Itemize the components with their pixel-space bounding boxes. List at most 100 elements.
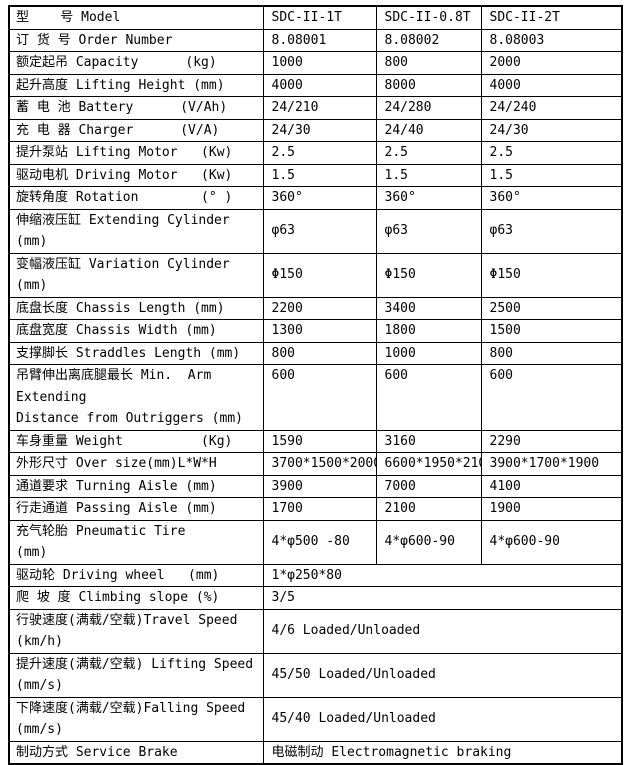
row-value: 6600*1950*2100 <box>375 452 482 476</box>
row-value: 7000 <box>375 474 482 498</box>
row-label: 下降速度(满载/空载)Falling Speed (mm/s) <box>8 696 264 742</box>
row-label: 车身重量 Weight (Kg) <box>8 429 264 453</box>
row-value: 1700 <box>262 497 377 521</box>
row-label: 底盘长度 Chassis Length (mm) <box>8 296 264 320</box>
row-label: 提升泵站 Lifting Motor (Kw) <box>8 141 264 165</box>
table-row: 变幅液压缸 Variation Cylinder (mm) Φ150 Φ150 Φ15… <box>8 252 623 298</box>
row-label: 订 货 号 Order Number <box>8 28 264 52</box>
row-value: 1800 <box>375 319 482 343</box>
table-row: 制动方式 Service Brake 电磁制动 Electromagnetic b… <box>8 740 623 765</box>
table-row: 外形尺寸 Over size(mm)L*W*H 3700*1500*2000 660… <box>8 452 623 476</box>
row-value: 1.5 <box>480 163 623 187</box>
row-value: 800 <box>375 51 482 75</box>
table-row: 驱动轮 Driving wheel (mm) 1*φ250*80 <box>8 563 623 587</box>
row-value: 4000 <box>262 73 377 97</box>
row-label: 伸缩液压缸 Extending Cylinder (mm) <box>8 208 264 254</box>
row-value: 2000 <box>480 51 623 75</box>
table-row: 充气轮胎 Pneumatic Tire (mm) 4*φ500 -80 4*φ600… <box>8 519 623 565</box>
table-row: 起升高度 Lifting Height (mm) 4000 8000 4000 <box>8 73 623 97</box>
row-span-value: 45/50 Loaded/Unloaded <box>262 652 623 698</box>
table-row: 下降速度(满载/空载)Falling Speed (mm/s) 45/40 Loa… <box>8 696 623 742</box>
row-label: 通道要求 Turning Aisle (mm) <box>8 474 264 498</box>
spec-table-body: 型 号 Model SDC-II-1T SDC-II-0.8T SDC-II-2T 订 … <box>8 5 623 765</box>
row-value: 3700*1500*2000 <box>262 452 377 476</box>
row-value: 4*φ600-90 <box>480 519 623 565</box>
row-value: 4*φ600-90 <box>375 519 482 565</box>
row-value: 600 <box>262 364 377 431</box>
row-value: 600 <box>480 364 623 431</box>
row-value: 1000 <box>262 51 377 75</box>
spec-table: 型 号 Model SDC-II-1T SDC-II-0.8T SDC-II-2T 订 … <box>8 5 623 765</box>
row-value: 1300 <box>262 319 377 343</box>
table-row: 提升泵站 Lifting Motor (Kw) 2.5 2.5 2.5 <box>8 141 623 165</box>
row-value: φ63 <box>262 208 377 254</box>
row-value: 1.5 <box>375 163 482 187</box>
row-label: 变幅液压缸 Variation Cylinder (mm) <box>8 252 264 298</box>
row-value: 3900 <box>262 474 377 498</box>
row-value: 24/240 <box>480 96 623 120</box>
table-row: 额定起吊 Capacity (kg) 1000 800 2000 <box>8 51 623 75</box>
row-label: 驱动电机 Driving Motor (Kw) <box>8 163 264 187</box>
row-value: 2290 <box>480 429 623 453</box>
row-value: φ63 <box>480 208 623 254</box>
row-value: 8000 <box>375 73 482 97</box>
row-value: 8.08001 <box>262 28 377 52</box>
row-value: 8.08003 <box>480 28 623 52</box>
row-value: 24/40 <box>375 118 482 142</box>
row-value: 2.5 <box>480 141 623 165</box>
row-label: 制动方式 Service Brake <box>8 740 264 765</box>
table-row: 型 号 Model SDC-II-1T SDC-II-0.8T SDC-II-2T <box>8 5 623 30</box>
row-value: 3900*1700*1900 <box>480 452 623 476</box>
row-value: 800 <box>262 341 377 365</box>
row-span-value: 电磁制动 Electromagnetic braking <box>262 740 623 765</box>
table-row: 通道要求 Turning Aisle (mm) 3900 7000 4100 <box>8 474 623 498</box>
row-value: 4000 <box>480 73 623 97</box>
table-row: 订 货 号 Order Number 8.08001 8.08002 8.08003 <box>8 28 623 52</box>
table-row: 爬 坡 度 Climbing slope (%) 3/5 <box>8 586 623 610</box>
row-value: SDC-II-2T <box>480 5 623 30</box>
row-span-value: 1*φ250*80 <box>262 563 623 587</box>
row-value: 1000 <box>375 341 482 365</box>
row-value: 360° <box>375 186 482 210</box>
row-value: 1590 <box>262 429 377 453</box>
row-value: Φ150 <box>262 252 377 298</box>
row-span-value: 4/6 Loaded/Unloaded <box>262 608 623 654</box>
row-label: 行驶速度(满载/空载)Travel Speed (km/h) <box>8 608 264 654</box>
row-label: 底盘宽度 Chassis Width (mm) <box>8 319 264 343</box>
table-row: 底盘宽度 Chassis Width (mm) 1300 1800 1500 <box>8 319 623 343</box>
row-value: 8.08002 <box>375 28 482 52</box>
row-value: SDC-II-1T <box>262 5 377 30</box>
row-value: 3400 <box>375 296 482 320</box>
row-label: 蓄 电 池 Battery (V/Ah) <box>8 96 264 120</box>
row-value: 24/280 <box>375 96 482 120</box>
row-value: 800 <box>480 341 623 365</box>
row-label: 充 电 器 Charger (V/A) <box>8 118 264 142</box>
row-value: 1900 <box>480 497 623 521</box>
row-value: 2.5 <box>375 141 482 165</box>
table-row: 伸缩液压缸 Extending Cylinder (mm) φ63 φ63 φ63 <box>8 208 623 254</box>
row-value: 360° <box>262 186 377 210</box>
table-row: 行走通道 Passing Aisle (mm) 1700 2100 1900 <box>8 497 623 521</box>
row-value: Φ150 <box>480 252 623 298</box>
row-label: 支撑脚长 Straddles Length (mm) <box>8 341 264 365</box>
row-value: 24/30 <box>262 118 377 142</box>
table-row: 行驶速度(满载/空载)Travel Speed (km/h) 4/6 Loaded… <box>8 608 623 654</box>
row-label: 爬 坡 度 Climbing slope (%) <box>8 586 264 610</box>
row-value: 24/210 <box>262 96 377 120</box>
row-value: SDC-II-0.8T <box>375 5 482 30</box>
row-value: Φ150 <box>375 252 482 298</box>
row-value: 600 <box>375 364 482 431</box>
row-value: 2100 <box>375 497 482 521</box>
row-value: 1.5 <box>262 163 377 187</box>
row-label: 提升速度(满载/空载) Lifting Speed (mm/s) <box>8 652 264 698</box>
table-row: 充 电 器 Charger (V/A) 24/30 24/40 24/30 <box>8 118 623 142</box>
row-label: 充气轮胎 Pneumatic Tire (mm) <box>8 519 264 565</box>
row-value: 3160 <box>375 429 482 453</box>
table-row: 吊臂伸出离底腿最长 Min. Arm Extending Distance fr… <box>8 364 623 431</box>
row-value: 4100 <box>480 474 623 498</box>
row-value: 24/30 <box>480 118 623 142</box>
row-label: 吊臂伸出离底腿最长 Min. Arm Extending Distance fr… <box>8 364 264 431</box>
table-row: 底盘长度 Chassis Length (mm) 2200 3400 2500 <box>8 296 623 320</box>
table-row: 支撑脚长 Straddles Length (mm) 800 1000 800 <box>8 341 623 365</box>
row-label: 旋转角度 Rotation (° ) <box>8 186 264 210</box>
